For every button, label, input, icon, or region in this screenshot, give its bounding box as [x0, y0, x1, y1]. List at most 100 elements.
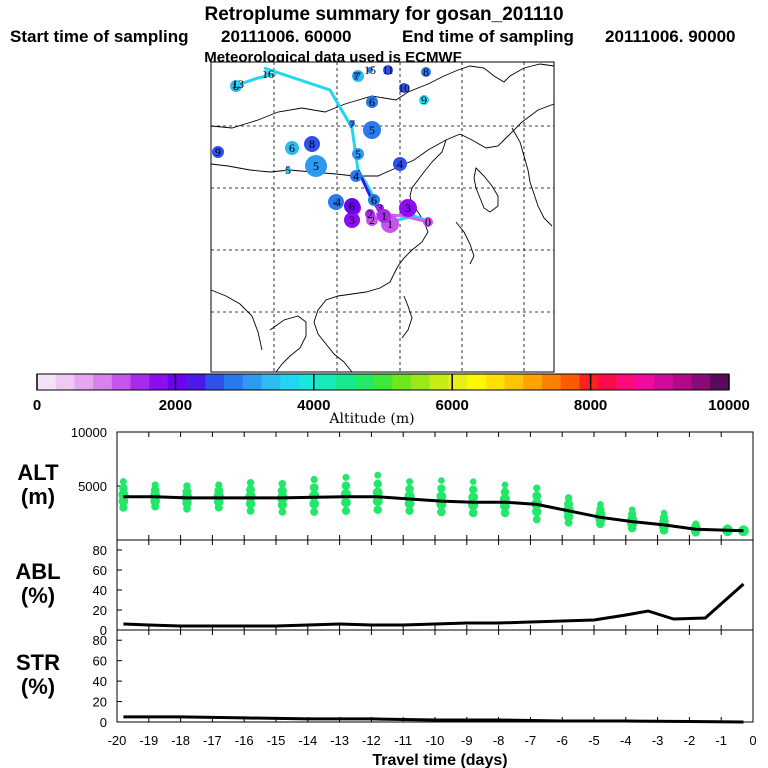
- colorbar-tick-label: 6000: [436, 397, 469, 414]
- alt-scatter-point: [469, 478, 477, 485]
- plume-marker-label: 1: [381, 209, 387, 223]
- plume-marker-label: 13: [232, 77, 244, 91]
- plume-marker-label: 16: [262, 67, 274, 81]
- alt-scatter-point: [437, 484, 446, 493]
- plume-marker-label: 6: [349, 199, 355, 213]
- alt-scatter-point: [533, 484, 541, 492]
- alt-scatter-point: [372, 487, 383, 498]
- plume-marker-label: 8: [423, 65, 429, 79]
- alt-scatter-point: [374, 471, 382, 479]
- colorbar-swatch: [691, 374, 711, 390]
- alt-scatter-point: [405, 506, 414, 515]
- x-tick-label: -8: [493, 733, 505, 748]
- alt-scatter-point: [469, 485, 478, 494]
- x-tick-label: -19: [139, 733, 158, 748]
- plume-marker: [350, 170, 362, 182]
- panel-title-alt: ALT: [17, 460, 59, 485]
- alt-scatter-point: [500, 487, 510, 497]
- plume-marker-label: 11: [382, 63, 394, 77]
- alt-scatter-point: [438, 477, 445, 484]
- alt-scatter-point: [660, 509, 668, 517]
- x-tick-label: -10: [426, 733, 445, 748]
- plume-marker-label: 1: [387, 217, 393, 231]
- plume-marker: [335, 199, 341, 205]
- y-tick-label: 40: [93, 583, 107, 598]
- alt-scatter-point: [119, 478, 127, 486]
- colorbar-swatch: [541, 374, 562, 390]
- colorbar-swatch: [93, 374, 113, 390]
- colorbar-swatch: [654, 374, 674, 390]
- alt-scatter-point: [182, 487, 192, 497]
- alt-scatter-point: [468, 492, 479, 503]
- alt-scatter-point: [277, 486, 287, 496]
- alt-scatter-point: [692, 520, 700, 528]
- plume-marker-label: 3: [405, 201, 411, 215]
- alt-scatter-point: [246, 506, 255, 515]
- x-tick-label: -15: [267, 733, 286, 748]
- plume-marker: [399, 83, 409, 93]
- plume-marker-label: 5: [369, 123, 375, 137]
- plume-marker: [353, 73, 359, 79]
- colorbar-tick-label: 0: [33, 397, 41, 414]
- y-tick-label: 20: [93, 603, 107, 618]
- plume-marker: [344, 198, 360, 214]
- plume-marker: [366, 96, 378, 108]
- colorbar-swatch: [411, 374, 431, 390]
- plume-marker: [305, 155, 327, 177]
- colorbar-swatch: [485, 374, 506, 390]
- alt-scatter-point: [564, 494, 573, 502]
- colorbar-swatch: [186, 374, 206, 390]
- colorbar-swatch: [224, 374, 244, 390]
- plume-marker-label: 5: [355, 147, 361, 161]
- plume-marker: [365, 209, 375, 219]
- x-tick-label: -1: [715, 733, 727, 748]
- alt-scatter-point: [532, 515, 541, 524]
- colorbar-swatch: [467, 374, 487, 390]
- alt-median-line: [123, 495, 744, 533]
- alt-scatter-point: [532, 506, 542, 517]
- colorbar-swatch: [672, 374, 693, 390]
- plume-marker: [419, 95, 429, 105]
- plume-marker: [367, 67, 373, 73]
- start-value: 20111006. 60000: [221, 27, 351, 46]
- x-tick-label: -2: [684, 733, 696, 748]
- colorbar-swatch: [130, 374, 150, 390]
- panel-unit-alt: (m): [21, 484, 55, 509]
- alt-scatter-point: [596, 505, 605, 514]
- alt-scatter-point: [342, 473, 350, 481]
- time-series-panels: 100005000ALT(m)020406080ABL(%)020406080S…: [15, 425, 756, 748]
- colorbar-swatch: [504, 374, 524, 390]
- end-label: End time of sampling: [402, 27, 574, 46]
- plume-marker: [285, 141, 299, 155]
- plume-marker: [212, 146, 224, 158]
- alt-scatter-point: [215, 481, 223, 489]
- plume-marker: [344, 212, 360, 228]
- colorbar-swatch: [280, 374, 300, 390]
- colorbar-swatch: [74, 374, 94, 390]
- y-tick-label: 40: [93, 674, 107, 689]
- colorbar-swatch: [149, 374, 169, 390]
- alt-scatter-point: [308, 490, 320, 501]
- colorbar-swatch: [373, 374, 393, 390]
- colorbar-swatch: [317, 374, 337, 390]
- start-label: Start time of sampling: [10, 27, 189, 46]
- colorbar-swatch: [616, 374, 636, 390]
- x-tick-label: -13: [330, 733, 349, 748]
- plume-marker: [399, 199, 417, 217]
- map-gridlines: [211, 62, 554, 372]
- colorbar-swatch: [261, 374, 281, 390]
- alt-scatter-point: [436, 491, 447, 502]
- plume-marker: [285, 167, 291, 173]
- colorbar-swatch: [354, 374, 375, 390]
- plume-marker: [377, 209, 391, 223]
- alt-scatter-point: [310, 475, 318, 484]
- plume-marker-label: 4: [353, 169, 359, 183]
- colorbar-swatch: [111, 374, 132, 390]
- alt-scatter-point: [246, 479, 255, 487]
- map-coastlines: [210, 63, 555, 373]
- colorbar-swatch: [429, 374, 449, 390]
- alt-scatter-point: [628, 506, 636, 514]
- plume-marker: [352, 148, 364, 160]
- colorbar-tick-label: 2000: [159, 397, 192, 414]
